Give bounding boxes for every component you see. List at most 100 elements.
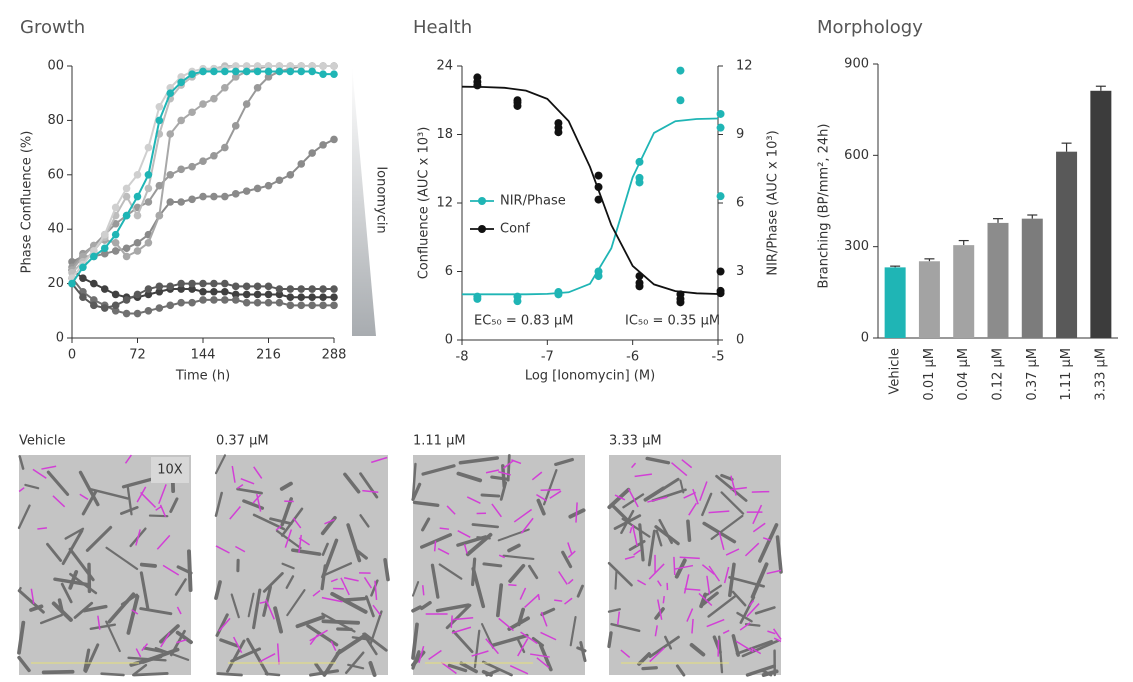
data-point <box>155 103 164 111</box>
data-point <box>90 247 98 255</box>
branch <box>575 502 578 523</box>
cell <box>420 600 432 611</box>
data-point <box>253 298 262 307</box>
y-tick-label: 600 <box>844 148 869 163</box>
data-point <box>90 296 98 304</box>
cell <box>89 623 117 631</box>
data-point <box>100 304 109 312</box>
branch <box>748 600 755 607</box>
cell <box>280 507 304 537</box>
branch <box>648 563 665 580</box>
y-tick-label: 18 <box>436 127 453 142</box>
bar <box>1056 151 1078 338</box>
data-point <box>90 252 98 261</box>
legend-label: NIR/Phase <box>500 194 566 209</box>
cell <box>139 607 173 616</box>
branch <box>708 510 730 514</box>
y-tick-label: 300 <box>844 239 869 254</box>
cell <box>490 633 529 648</box>
branch <box>259 653 276 663</box>
branch <box>229 506 241 520</box>
annotation: IC₅₀ = 0.35 µM <box>625 314 720 329</box>
cell <box>39 613 63 625</box>
x-axis-label: Time (h) <box>175 369 230 384</box>
cell <box>29 604 44 612</box>
data-point <box>554 290 563 299</box>
legend-label: Conf <box>500 222 530 237</box>
cell <box>365 595 375 618</box>
cell <box>689 642 706 657</box>
micrograph <box>609 455 781 675</box>
cell <box>262 572 284 593</box>
cell <box>383 558 390 582</box>
cell <box>230 593 240 619</box>
cell <box>728 562 736 598</box>
branch <box>654 625 658 637</box>
x-tick-label: 0.37 µM <box>1025 348 1040 401</box>
branch <box>418 645 425 664</box>
cell <box>641 666 658 671</box>
cell <box>610 622 641 633</box>
cell <box>699 591 719 608</box>
x-tick-label: 0.01 µM <box>922 348 937 401</box>
branch <box>540 611 548 627</box>
cell <box>46 542 63 562</box>
cell <box>637 652 651 666</box>
branch <box>633 549 641 556</box>
data-point <box>79 263 87 272</box>
image-label: Vehicle <box>19 434 66 449</box>
y-tick-label: 6 <box>445 264 453 279</box>
data-point <box>221 67 229 76</box>
y2-tick-label: 3 <box>736 264 744 279</box>
data-point <box>90 301 98 310</box>
data-point <box>308 285 316 293</box>
cell <box>536 498 546 516</box>
data-point <box>144 285 153 293</box>
branch <box>524 594 539 609</box>
data-point <box>275 285 284 293</box>
data-point <box>297 293 306 302</box>
cell <box>554 457 574 467</box>
branch <box>252 494 262 504</box>
data-point <box>144 307 153 315</box>
x-tick-label: 0.12 µM <box>991 348 1006 401</box>
branch <box>698 592 713 607</box>
cell <box>731 590 747 607</box>
branch <box>549 490 562 499</box>
branch <box>124 454 132 464</box>
cell <box>452 629 474 654</box>
x-tick-label: 144 <box>191 348 216 363</box>
cell <box>540 607 556 617</box>
data-point <box>122 211 131 220</box>
cell <box>648 635 680 659</box>
data-point <box>242 67 251 76</box>
y-axis-label: Phase Confluence (%) <box>20 131 35 274</box>
data-point <box>319 285 327 293</box>
cell <box>321 612 356 633</box>
data-point <box>199 192 207 201</box>
data-point <box>100 285 109 293</box>
data-point <box>330 293 338 302</box>
data-point <box>79 252 87 261</box>
branch <box>671 462 688 477</box>
branch <box>374 580 378 600</box>
data-point <box>473 294 482 303</box>
data-point <box>264 67 273 76</box>
branch <box>657 580 662 587</box>
data-point <box>330 285 338 293</box>
branch <box>649 647 665 663</box>
branch <box>531 471 543 481</box>
branch <box>692 488 699 505</box>
branch <box>772 628 782 640</box>
branch <box>275 525 282 531</box>
branch <box>176 639 187 644</box>
chart-title: Morphology <box>817 17 923 38</box>
branch <box>440 661 457 675</box>
branch <box>422 585 425 596</box>
y2-tick-label: 9 <box>736 127 744 142</box>
data-point <box>133 290 142 299</box>
branch <box>485 638 499 655</box>
cell <box>501 464 506 489</box>
data-point <box>594 183 603 192</box>
